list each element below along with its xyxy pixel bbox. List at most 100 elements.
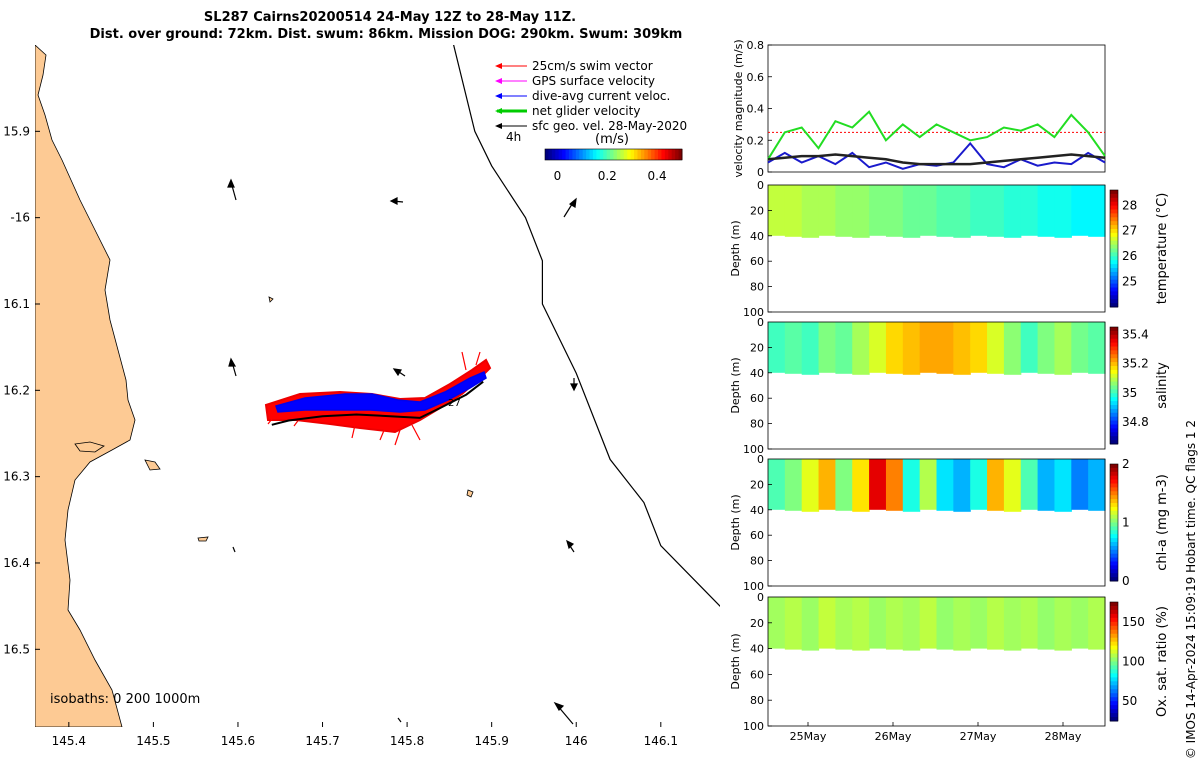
- velocity-series-line: [767, 141, 1106, 170]
- map-x-tick-label: 145.5: [136, 734, 170, 748]
- legend-entry: 25cm/s swim vector: [495, 59, 653, 73]
- legend-entry: sfc geo. vel. 28-May-2020: [495, 119, 687, 133]
- profile-cell: [1071, 459, 1089, 510]
- profile-cell: [869, 459, 887, 510]
- colorbar-cell: [1110, 389, 1118, 394]
- colorbar-cell: [1110, 354, 1118, 359]
- colorbar-cell: [1110, 613, 1118, 619]
- colorbar-cell: [658, 149, 662, 160]
- colorbar-tick-label: 100: [1122, 655, 1145, 669]
- colorbar-cell: [1110, 201, 1118, 207]
- colorbar-cell: [1110, 553, 1118, 559]
- depth-tick-label: 20: [750, 341, 764, 354]
- colorbar-cell: [1110, 373, 1118, 379]
- profile-cell: [801, 459, 820, 512]
- colorbar-cell: [1110, 334, 1118, 340]
- colorbar-cell: [1110, 573, 1118, 578]
- colorbar-cell: [647, 149, 652, 160]
- colorbar-cell: [1110, 530, 1118, 535]
- colorbar-cell: [1110, 225, 1118, 230]
- colorbar-cell: [1110, 526, 1118, 531]
- colorbar-cell: [592, 149, 597, 160]
- colorbar-cell: [1110, 264, 1118, 269]
- colorbar-cell: [1110, 408, 1118, 414]
- map-frame: [35, 45, 720, 727]
- profile-cell: [919, 322, 938, 373]
- colorbar-cell: [1110, 464, 1118, 469]
- colorbar-tick-label: 28: [1122, 198, 1137, 212]
- colorbar-cell: [637, 149, 642, 160]
- colorbar-cell: [1110, 416, 1118, 422]
- profile-cell: [902, 459, 921, 512]
- colorbar-cell: [613, 149, 618, 160]
- profile-cell: [987, 185, 1005, 237]
- profile-cell: [1020, 597, 1039, 649]
- depth-tick-label: 80: [750, 694, 764, 707]
- legend-label: dive-avg current veloc.: [532, 89, 670, 103]
- profile-cell: [1003, 322, 1022, 375]
- colorbar-cell: [1110, 236, 1118, 242]
- reef-island: [268, 296, 274, 303]
- depth-tick-label: 100: [743, 720, 764, 733]
- colorbar-cell: [1110, 565, 1118, 570]
- colorbar-cell: [586, 149, 591, 160]
- colorbar-cell: [1110, 366, 1118, 371]
- colorbar-cell: [1110, 673, 1118, 678]
- colorbar-cell: [640, 149, 645, 160]
- colorbar-cell: [565, 149, 570, 160]
- map-y-tick-label: -16: [10, 211, 30, 225]
- colorbar-cell: [668, 149, 673, 160]
- colorbar-cell: [1110, 514, 1118, 520]
- colorbar-cell: [1110, 685, 1118, 690]
- depth-y-label: Depth (m): [729, 220, 742, 276]
- colorbar-cell: [1110, 542, 1118, 547]
- colorbar-cell: [678, 149, 683, 160]
- profile-cell: [768, 185, 786, 236]
- velocity-y-tick-label: 0.8: [747, 39, 765, 52]
- colorbar-cell: [606, 149, 611, 160]
- profile-cell: [987, 322, 1005, 374]
- colorbar-cell: [1110, 653, 1118, 659]
- map-x-tick-label: 145.4: [52, 734, 86, 748]
- colorbar-cell: [1110, 475, 1118, 481]
- colorbar-cell: [1110, 609, 1118, 615]
- profile-cell: [784, 459, 803, 511]
- colorbar-cell: [1110, 697, 1118, 702]
- colorbar-cell: [1110, 522, 1118, 527]
- colorbar-cell: [1110, 377, 1118, 383]
- profile-cell: [902, 597, 921, 651]
- legend-arrowhead: [495, 93, 502, 99]
- profile-cell: [1003, 597, 1022, 651]
- profile-cell: [953, 322, 971, 375]
- colorbar-cell: [1110, 689, 1118, 694]
- colorbar-tick-label: 0: [1122, 574, 1130, 588]
- colorbar-cell: [1110, 602, 1118, 607]
- profile-cell: [801, 185, 820, 238]
- colorbar-cell: [1110, 397, 1118, 402]
- velocity-y-tick-label: 0.6: [747, 71, 765, 84]
- colorbar-cell: [603, 149, 608, 160]
- colorbar-cell: [644, 149, 649, 160]
- colorbar-cell: [1110, 661, 1118, 666]
- profile-cell: [1037, 459, 1056, 511]
- reef-island: [197, 536, 209, 542]
- colorbar-cell: [1110, 440, 1118, 445]
- profile-cell: [919, 459, 938, 510]
- colorbar-cell: [1110, 518, 1118, 523]
- profile-cell: [885, 322, 904, 374]
- profile-cell: [1054, 185, 1072, 238]
- colorbar-cell: [548, 149, 553, 160]
- chart-title: SL287 Cairns20200514 24-May 12Z to 28-Ma…: [203, 10, 577, 25]
- colorbar-cell: [1110, 244, 1118, 249]
- profile-panel: 20 40 60 80 100 Depth (m) 0 35.4 35.2 35 34.8 salin…: [729, 316, 1170, 456]
- depth-tick-label: 100: [743, 580, 764, 593]
- profile-cell: [902, 185, 921, 238]
- profile-frame: [767, 184, 1106, 313]
- colorbar-cell: [616, 149, 621, 160]
- colorbar-label: salinity: [1155, 362, 1170, 409]
- profile-cell: [1088, 185, 1106, 237]
- profile-cell: [1020, 185, 1039, 236]
- colorbar-tick-label: 26: [1122, 249, 1137, 263]
- profile-cell: [852, 322, 870, 375]
